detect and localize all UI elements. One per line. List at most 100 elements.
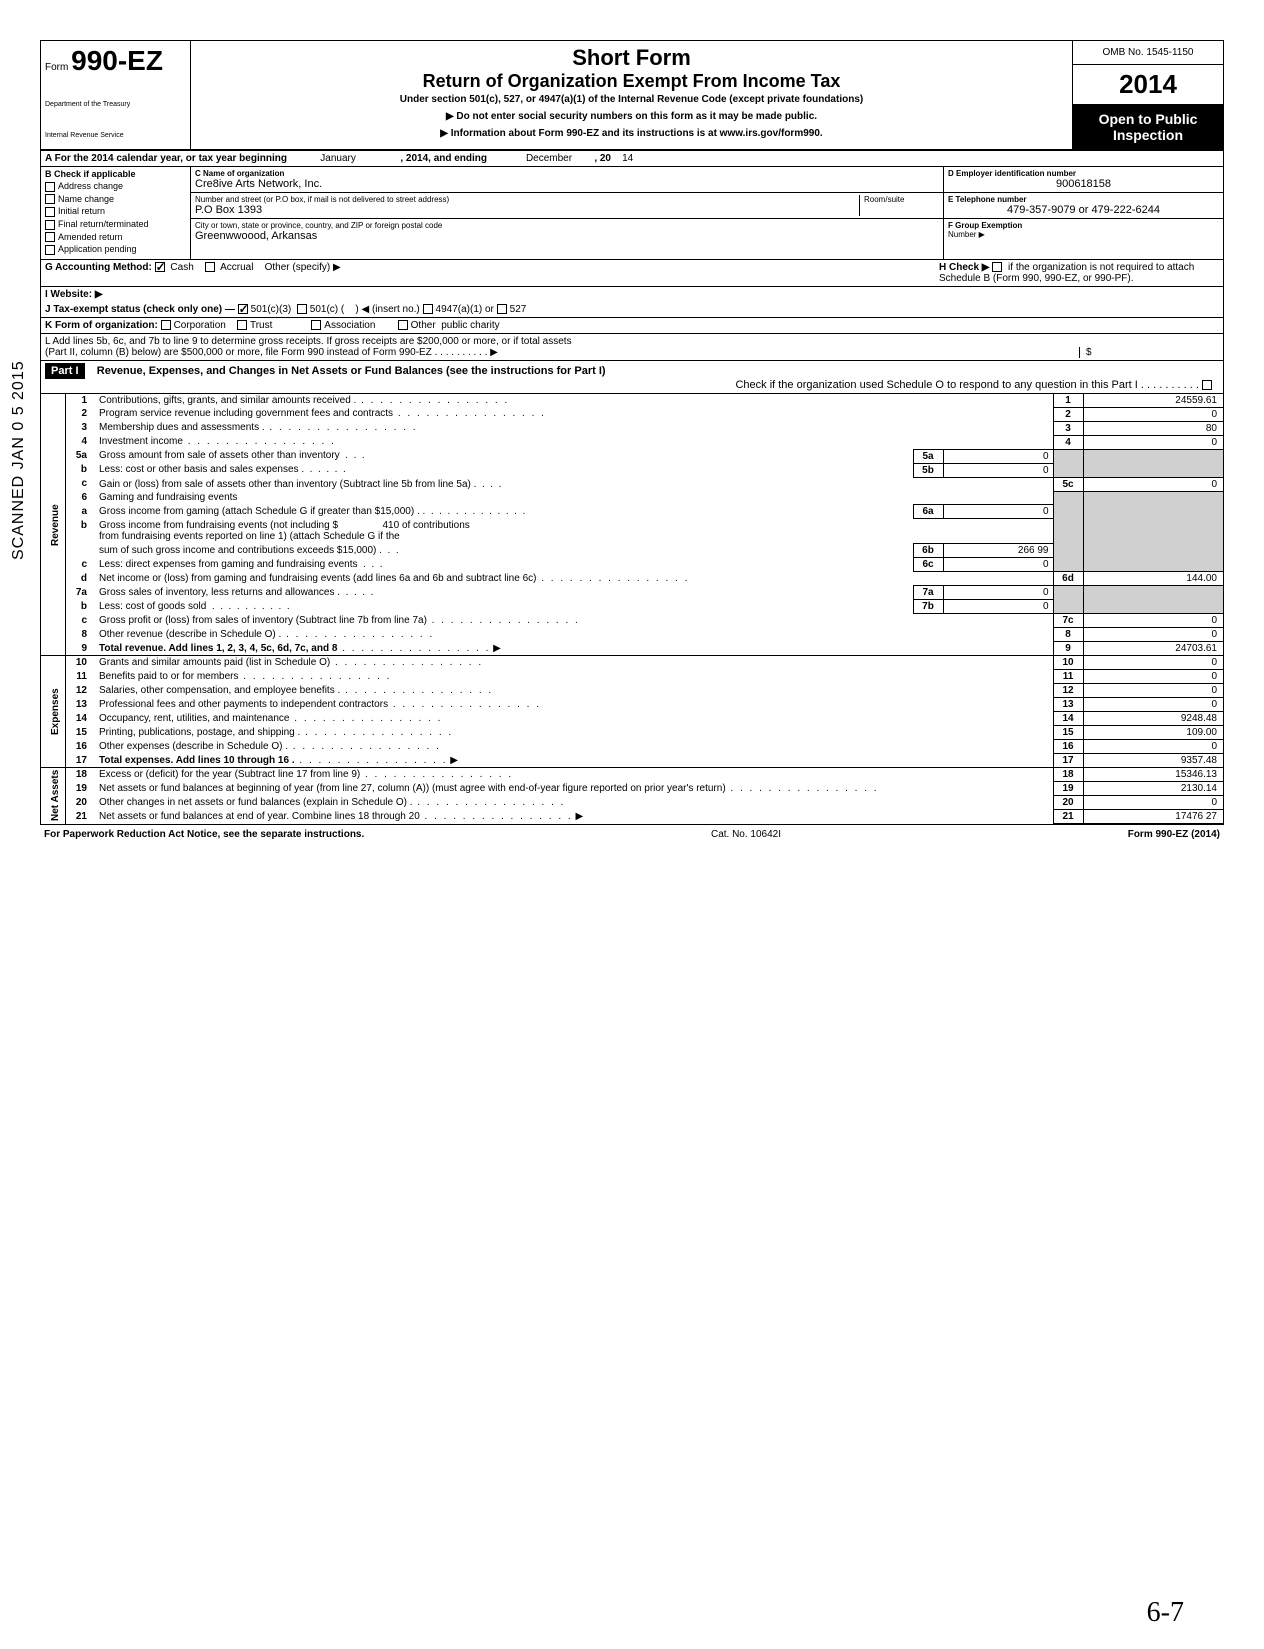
part1-check-line: Check if the organization used Schedule … [735,379,1202,391]
row-a-label: A For the 2014 calendar year, or tax yea… [45,153,287,164]
val-13: 0 [1083,698,1223,712]
desc-19: Net assets or fund balances at beginning… [99,783,726,794]
desc-6b-2: from fundraising events reported on line… [99,531,400,542]
open-to-public: Open to Public Inspection [1073,105,1223,149]
f-label2: Number ▶ [948,230,1219,239]
addr-val: P.O Box 1393 [195,204,859,216]
mini-6c: 6c [913,558,943,572]
check-corp[interactable] [161,320,171,330]
val-18: 15346.13 [1083,768,1223,782]
val-21: 17476 27 [1083,810,1223,824]
val-8: 0 [1083,628,1223,642]
desc-7b: Less: cost of goods sold [99,601,206,612]
num-11: 11 [1053,670,1083,684]
check-label-4: Amended return [58,232,123,242]
check-527[interactable] [497,304,507,314]
row-a-end: December [526,153,572,164]
return-title: Return of Organization Exempt From Incom… [199,71,1064,92]
num-13: 13 [1053,698,1083,712]
j-o4: 527 [510,304,527,315]
minival-6b: 266 99 [943,544,1053,558]
check-final-return[interactable] [45,220,55,230]
val-4: 0 [1083,435,1223,449]
check-h[interactable] [992,262,1002,272]
val-5c: 0 [1083,477,1223,491]
ln-12: 12 [65,684,95,698]
ln-7b: b [65,600,95,614]
ln-1: 1 [65,394,95,408]
desc-3: Membership dues and assessments . [99,422,265,433]
side-expenses: Expenses [41,656,65,768]
g-label: G Accounting Method: [45,262,152,273]
other-label: Other (specify) ▶ [265,262,341,273]
check-label-1: Name change [58,194,114,204]
val-12: 0 [1083,684,1223,698]
ln-21: 21 [65,810,95,824]
info-note: ▶ Information about Form 990-EZ and its … [199,128,1064,139]
ln-17: 17 [65,754,95,768]
ln-4: 4 [65,435,95,449]
k-o2: Trust [250,320,272,331]
ln-6b: b [65,519,95,558]
check-4947[interactable] [423,304,433,314]
num-15: 15 [1053,726,1083,740]
accrual-label: Accrual [220,262,253,273]
short-form-title: Short Form [199,45,1064,71]
check-amended-return[interactable] [45,232,55,242]
ln-2: 2 [65,407,95,421]
val-7c: 0 [1083,614,1223,628]
subtitle: Under section 501(c), 527, or 4947(a)(1)… [199,94,1064,105]
ein: 900618158 [948,178,1219,190]
num-5c: 5c [1053,477,1083,491]
desc-17: Total expenses. Add lines 10 through 16 … [99,755,295,766]
j-o2b: ) ◀ (insert no.) [355,304,419,315]
num-1: 1 [1053,394,1083,408]
num-17: 17 [1053,754,1083,768]
desc-18: Excess or (deficit) for the year (Subtra… [99,769,360,780]
check-accrual[interactable] [205,262,215,272]
mini-7b: 7b [913,600,943,614]
num-14: 14 [1053,712,1083,726]
mini-5a: 5a [913,449,943,463]
ln-14: 14 [65,712,95,726]
desc-6b-1b: of contributions [402,520,470,531]
val-10: 0 [1083,656,1223,670]
desc-20: Other changes in net assets or fund bala… [99,797,413,808]
val-9: 24703.61 [1083,642,1223,656]
k-o4: Other [411,320,436,331]
check-address-change[interactable] [45,182,55,192]
ln-16: 16 [65,740,95,754]
check-501c3[interactable] [238,304,248,314]
check-schedule-o[interactable] [1202,380,1212,390]
check-name-change[interactable] [45,194,55,204]
minival-7b: 0 [943,600,1053,614]
val-6d: 144.00 [1083,572,1223,586]
num-2: 2 [1053,407,1083,421]
val-17: 9357.48 [1083,754,1223,768]
city-val: Greenwwoood, Arkansas [195,230,939,242]
check-initial-return[interactable] [45,207,55,217]
num-8: 8 [1053,628,1083,642]
check-other-org[interactable] [398,320,408,330]
row-a-mid2: , 20 [594,153,611,164]
desc-5c: Gain or (loss) from sale of assets other… [99,479,476,490]
cash-label: Cash [170,262,193,273]
form-prefix: Form [45,62,68,73]
check-assoc[interactable] [311,320,321,330]
check-label-0: Address change [58,181,123,191]
desc-6d: Net income or (loss) from gaming and fun… [99,573,536,584]
num-10: 10 [1053,656,1083,670]
check-application-pending[interactable] [45,245,55,255]
row-a-mid: , 2014, and ending [400,153,487,164]
num-9: 9 [1053,642,1083,656]
check-trust[interactable] [237,320,247,330]
dept-irs: Internal Revenue Service [45,132,186,139]
ssn-note: ▶ Do not enter social security numbers o… [199,111,1064,122]
check-cash[interactable] [155,262,165,272]
ln-9: 9 [65,642,95,656]
desc-13: Professional fees and other payments to … [99,699,388,710]
side-revenue: Revenue [41,394,65,656]
check-501c[interactable] [297,304,307,314]
f-label: F Group Exemption [948,221,1219,230]
ln-7c: c [65,614,95,628]
